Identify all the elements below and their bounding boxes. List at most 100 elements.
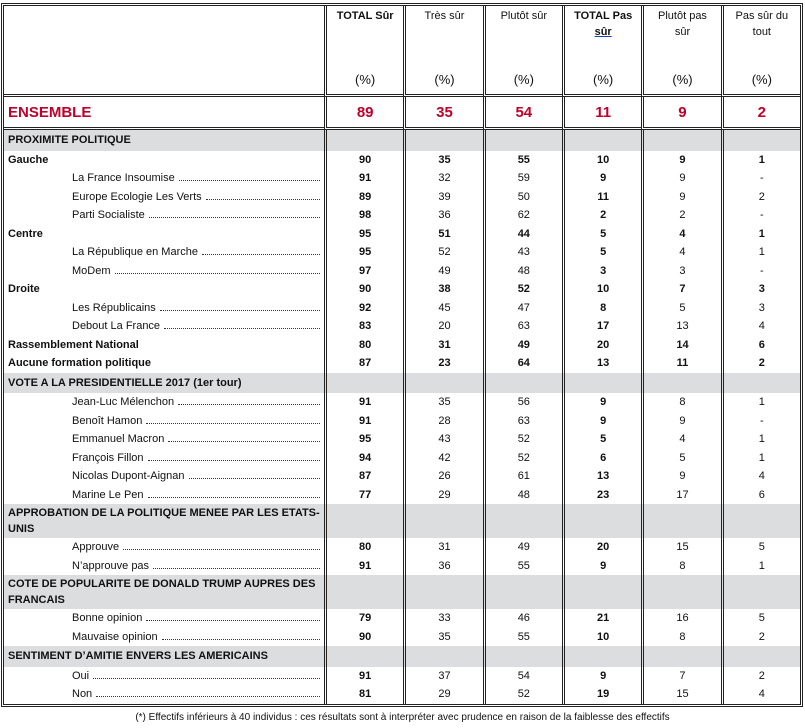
row-label: Nicolas Dupont-Aignan xyxy=(72,470,185,483)
value-cell: - xyxy=(720,261,800,280)
row-label-wrap: Emmanuel Macron xyxy=(72,433,324,445)
table-row: Emmanuel Macron 95 43 52 5 4 1 xyxy=(4,430,800,449)
row-label-wrap: François Fillon xyxy=(72,452,324,464)
value-cell: 13 xyxy=(641,317,720,336)
value-cell: 33 xyxy=(403,609,482,628)
row-label-cell: Gauche xyxy=(8,153,49,166)
value-cell xyxy=(641,130,721,151)
value-cell: 9 xyxy=(641,467,720,486)
value-cell: 10 xyxy=(561,150,641,169)
row-label: MoDem xyxy=(72,264,111,277)
value-cell: 37 xyxy=(403,666,482,685)
row-label-cell: VOTE A LA PRESIDENTIELLE 2017 (1er tour) xyxy=(4,372,324,393)
value-cell: 11 xyxy=(641,354,720,373)
value-cell: 43 xyxy=(403,430,482,449)
value-cell xyxy=(641,575,721,609)
value-cell: 21 xyxy=(561,609,641,628)
value-cell: 49 xyxy=(403,261,482,280)
value-cell: 9 xyxy=(641,411,720,430)
row-label-wrap: La République en Marche xyxy=(72,246,324,258)
ensemble-value: 9 xyxy=(641,97,721,130)
value-cell: 63 xyxy=(482,317,562,336)
value-cell: 20 xyxy=(561,335,641,354)
value-cell: 5 xyxy=(641,298,720,317)
value-cell: 13 xyxy=(561,354,641,373)
value-cell: 28 xyxy=(403,411,482,430)
row-label: Oui xyxy=(72,669,90,682)
row-label-wrap: Les Républicains xyxy=(72,302,324,314)
value-cell: 31 xyxy=(403,335,482,354)
value-cell: 31 xyxy=(403,538,482,557)
value-cell: 52 xyxy=(482,685,562,704)
row-label: Non xyxy=(72,688,93,701)
value-cell: 26 xyxy=(403,467,482,486)
row-label-wrap: Non xyxy=(72,688,324,700)
value-cell: 5 xyxy=(720,538,800,557)
value-cell xyxy=(403,646,483,667)
row-label: La France Insoumise xyxy=(72,172,175,185)
row-label: Europe Ecologie Les Verts xyxy=(72,190,202,203)
value-cell: 1 xyxy=(720,556,800,575)
ensemble-value: 89 xyxy=(324,97,404,130)
value-cell xyxy=(324,130,404,151)
value-cell: 36 xyxy=(403,556,482,575)
value-cell: 6 xyxy=(720,485,800,504)
value-cell: 5 xyxy=(641,448,720,467)
table-row: La France Insoumise 91 32 59 9 9- xyxy=(4,169,800,188)
row-label-wrap: Nicolas Dupont-Aignan xyxy=(72,470,324,482)
value-cell: 13 xyxy=(561,467,641,486)
value-cell xyxy=(482,575,562,609)
row-label-wrap: Bonne opinion xyxy=(72,612,324,624)
row-label-wrap: MoDem xyxy=(72,265,324,277)
value-cell: 2 xyxy=(720,627,800,646)
value-cell: 8 xyxy=(641,556,720,575)
table-row: Bonne opinion 79 33 46 21 16 5 xyxy=(4,609,800,628)
value-cell: 4 xyxy=(641,430,720,449)
value-cell: 9 xyxy=(641,187,720,206)
header-label: Plutôt pas xyxy=(658,10,707,22)
value-cell: 61 xyxy=(482,467,562,486)
value-cell: 80 xyxy=(324,538,403,557)
row-label: Approuve xyxy=(72,541,120,554)
value-cell: 90 xyxy=(324,280,403,299)
table-row: Benoît Hamon 91 28 63 9 9- xyxy=(4,411,800,431)
value-cell: 20 xyxy=(561,538,641,557)
value-cell xyxy=(720,646,800,667)
row-label-cell: Benoît Hamon xyxy=(4,412,324,431)
section-header-row: SENTIMENT D’AMITIE ENVERS LES AMERICAINS xyxy=(4,646,800,667)
value-cell: 46 xyxy=(482,609,562,628)
dot-leader xyxy=(146,620,320,622)
value-cell: 4 xyxy=(720,467,800,486)
dot-leader xyxy=(123,549,320,551)
header-label-line2: tout xyxy=(752,26,771,38)
value-cell: 14 xyxy=(641,335,720,354)
header-label: Pas sûr du xyxy=(735,10,789,22)
value-cell: 1 xyxy=(720,243,800,262)
value-cell: 3 xyxy=(561,261,641,280)
value-cell xyxy=(324,646,404,667)
value-cell: 5 xyxy=(561,224,641,243)
value-cell: 2 xyxy=(720,187,800,206)
dot-leader xyxy=(153,567,320,569)
row-label-wrap: Mauvaise opinion xyxy=(72,631,324,643)
row-label: Les Républicains xyxy=(72,301,156,314)
row-label-wrap: La France Insoumise xyxy=(72,172,324,184)
value-cell: 3 xyxy=(641,261,720,280)
value-cell xyxy=(641,646,721,667)
value-cell: 7 xyxy=(641,666,720,685)
table-row: N’approuve pas 91 36 55 9 8 1 xyxy=(4,556,800,575)
value-cell: 5 xyxy=(561,243,641,262)
value-cell: 5 xyxy=(720,609,800,628)
row-label: Bonne opinion xyxy=(72,612,143,625)
value-cell: 8 xyxy=(641,627,720,646)
header-label: TOTAL Pas xyxy=(574,10,633,22)
value-cell: 3 xyxy=(720,298,800,317)
value-cell: 91 xyxy=(324,393,403,412)
value-cell: 1 xyxy=(720,224,800,243)
value-cell: 2 xyxy=(720,666,800,685)
row-label-cell: Europe Ecologie Les Verts xyxy=(4,188,324,207)
table-row: Approuve 80 31 49 20 15 5 xyxy=(4,538,800,557)
value-cell xyxy=(403,504,483,538)
value-cell: 29 xyxy=(403,485,482,504)
group-row: Droite 90 38 52 10 7 3 xyxy=(4,280,800,299)
